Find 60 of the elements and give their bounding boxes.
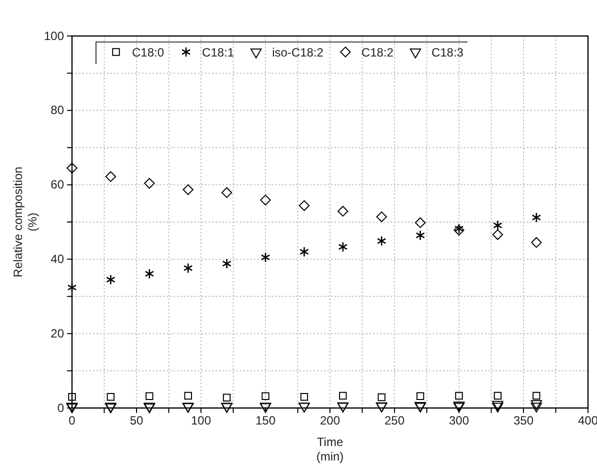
point <box>183 262 193 274</box>
y-axis-title: Relative composition (%) <box>11 166 40 278</box>
legend-label: C18:2 <box>361 46 394 60</box>
point <box>68 392 76 401</box>
point <box>494 392 502 400</box>
point <box>260 194 271 206</box>
point <box>260 252 270 263</box>
point <box>532 392 540 400</box>
point <box>416 392 424 400</box>
point <box>338 206 348 217</box>
x-tick-label: 300 <box>448 414 470 428</box>
point <box>222 394 231 402</box>
y-tick-label: 0 <box>57 400 64 415</box>
point <box>378 393 386 402</box>
legend-label: C18:0 <box>132 46 164 60</box>
y-tick-label: 60 <box>50 178 64 192</box>
point <box>144 178 155 189</box>
y-tick-label: 20 <box>50 326 64 340</box>
point <box>530 402 542 413</box>
x-tick-label: 100 <box>190 414 212 428</box>
point <box>146 392 154 400</box>
legend-label: C18:3 <box>431 46 464 60</box>
point <box>493 220 502 231</box>
x-tick-label: 350 <box>513 414 534 428</box>
point <box>376 236 386 246</box>
point <box>105 171 116 182</box>
point <box>455 392 463 400</box>
x-tick-label: 150 <box>255 414 276 428</box>
point <box>338 242 348 252</box>
point <box>182 184 194 195</box>
point <box>184 392 192 400</box>
x-tick-label: 200 <box>320 414 340 428</box>
point <box>222 258 232 269</box>
x-tick-label: 0 <box>68 414 76 428</box>
point <box>144 268 154 279</box>
x-tick-label: 250 <box>384 414 405 428</box>
point <box>66 162 78 174</box>
point <box>300 246 309 258</box>
legend-label: iso-C18:2 <box>272 46 324 60</box>
point <box>300 392 308 401</box>
point <box>414 217 426 228</box>
point <box>106 392 115 401</box>
x-axis-title: Time (min) <box>316 435 344 464</box>
legend-label: C18:1 <box>202 46 234 60</box>
point <box>416 230 425 241</box>
x-tick-label: 50 <box>130 414 144 428</box>
point <box>530 400 542 410</box>
point <box>339 392 347 400</box>
point <box>492 229 504 240</box>
point <box>531 237 542 248</box>
point <box>262 392 270 400</box>
point <box>532 212 542 223</box>
point <box>67 282 77 293</box>
point <box>298 200 310 211</box>
point <box>221 187 232 198</box>
point <box>106 274 116 285</box>
y-tick-label: 80 <box>50 103 64 118</box>
point <box>376 211 387 222</box>
y-tick-label: 40 <box>50 252 64 266</box>
y-tick-label: 100 <box>44 28 64 43</box>
